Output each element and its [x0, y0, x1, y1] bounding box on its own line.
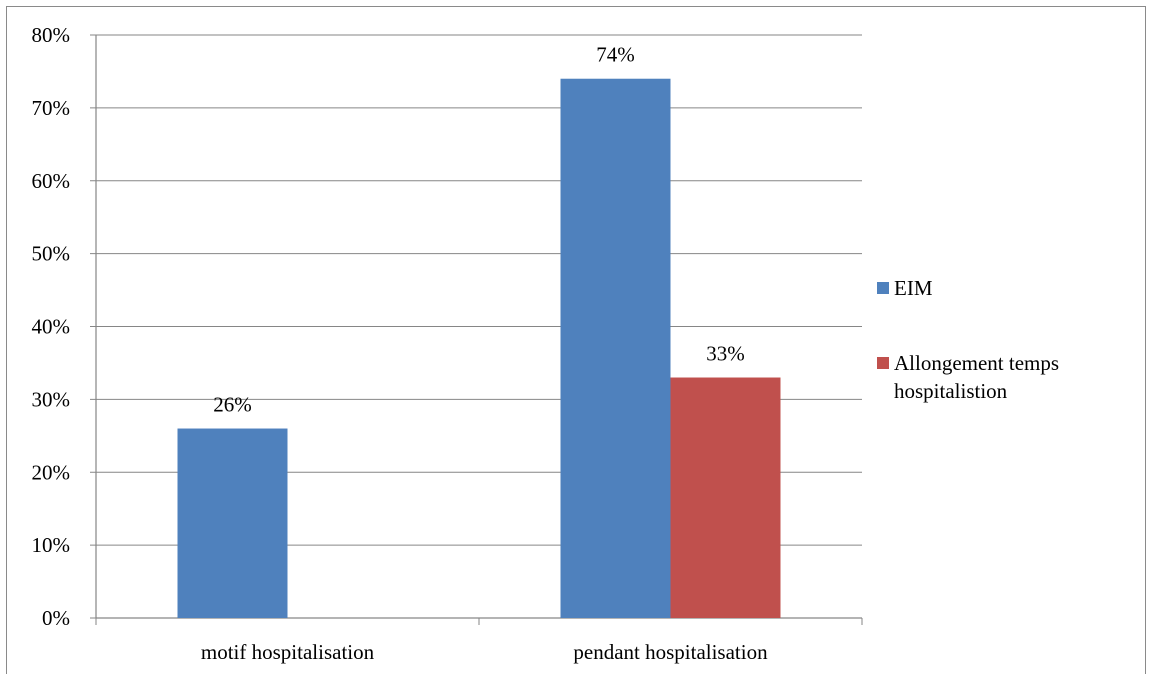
data-label: 33% [706, 342, 745, 366]
bar-allongement-1 [670, 377, 781, 618]
data-labels: 26% 74% 33% [213, 43, 745, 417]
y-tick-label: 0% [42, 606, 70, 630]
y-tick-label: 20% [32, 460, 71, 484]
legend-label-line: hospitalistion [894, 379, 1008, 403]
y-tick-label: 50% [32, 242, 71, 266]
bar-eim-1 [560, 78, 671, 619]
bars [177, 78, 781, 619]
y-tick-label: 60% [32, 169, 71, 193]
data-label: 74% [596, 43, 635, 67]
y-tick-label: 10% [32, 533, 71, 557]
legend-swatch [877, 282, 889, 294]
bar-eim-0 [177, 428, 288, 618]
y-tick-label: 80% [32, 23, 71, 47]
x-tick-labels: motif hospitalisation pendant hospitalisa… [201, 640, 768, 664]
data-label: 26% [213, 393, 252, 417]
y-tick-label: 30% [32, 387, 71, 411]
legend-swatch [877, 357, 889, 369]
y-tick-label: 70% [32, 96, 71, 120]
x-tick-label: pendant hospitalisation [573, 640, 768, 664]
x-tick-label: motif hospitalisation [201, 640, 375, 664]
y-tick-labels: 0% 10% 20% 30% 40% 50% 60% 70% 80% [32, 23, 71, 630]
y-tick-label: 40% [32, 315, 71, 339]
chart-frame [6, 6, 1146, 674]
legend-label-line: Allongement temps [894, 351, 1059, 375]
legend: EIM Allongement temps hospitalistion [877, 276, 1059, 403]
legend-label: Allongement temps hospitalistion [894, 351, 1059, 403]
legend-label: EIM [894, 276, 933, 300]
